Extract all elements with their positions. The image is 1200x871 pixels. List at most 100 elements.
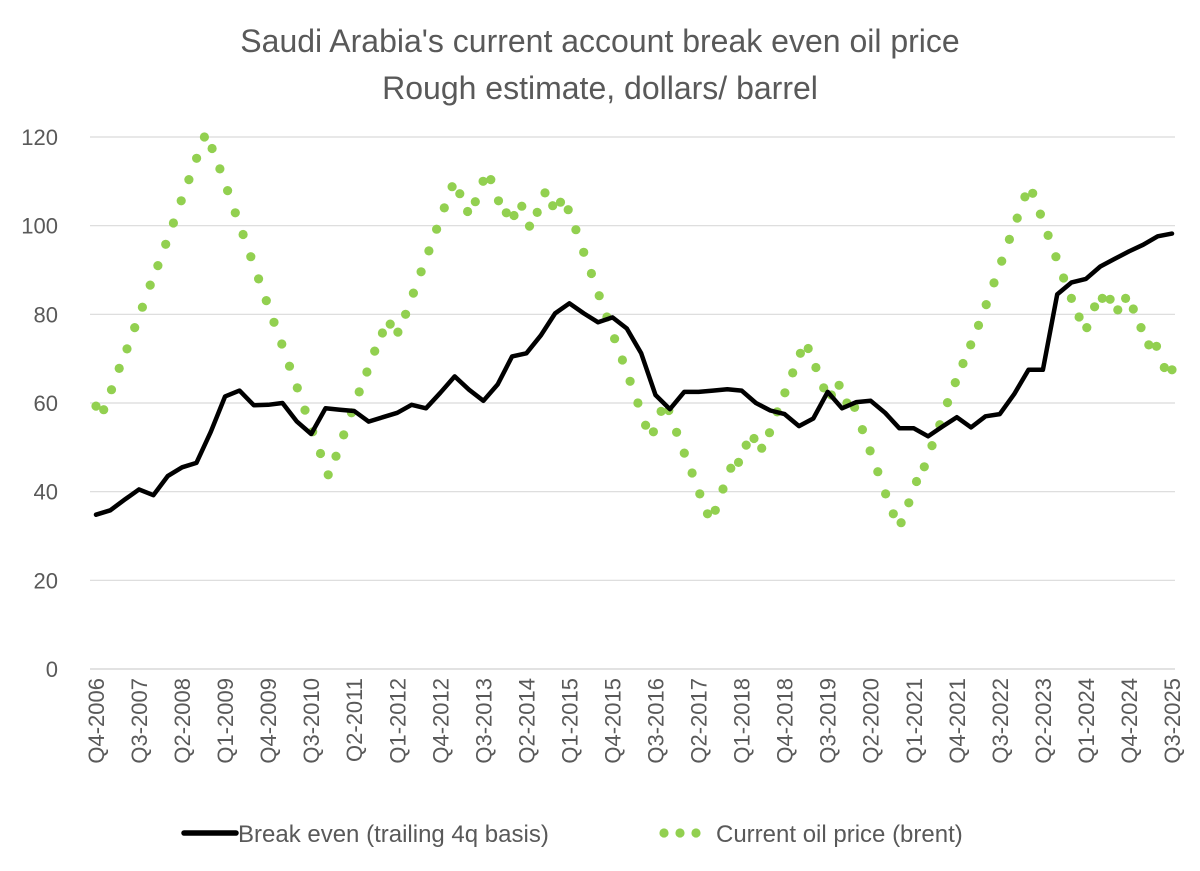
oil-price-point — [1159, 362, 1169, 373]
oil-price-point — [1128, 304, 1138, 314]
oil-price-point — [718, 484, 728, 494]
y-tick-label: 80 — [34, 302, 58, 327]
oil-price-point — [300, 405, 310, 415]
oil-price-point — [757, 443, 767, 453]
oil-price-point — [377, 328, 387, 338]
x-tick-label: Q2-2014 — [514, 678, 539, 764]
oil-price-point — [439, 203, 449, 213]
oil-price-point — [672, 427, 682, 437]
oil-price-point — [633, 398, 643, 408]
x-tick-label: Q3-2025 — [1160, 678, 1185, 764]
oil-price-point — [942, 398, 953, 408]
x-tick-label: Q2-2023 — [1031, 678, 1056, 764]
oil-price-point — [1012, 213, 1022, 223]
oil-price-point — [1097, 293, 1107, 303]
oil-price-point — [594, 291, 604, 301]
oil-price-point — [354, 387, 364, 397]
oil-price-point — [223, 186, 233, 196]
oil-price-point — [563, 205, 573, 215]
oil-price-point — [958, 358, 968, 369]
oil-price-point — [292, 383, 302, 393]
oil-price-point — [524, 221, 535, 231]
oil-price-point — [478, 176, 488, 186]
x-tick-label: Q4-2009 — [256, 678, 281, 764]
oil-price-point — [695, 489, 705, 499]
oil-price-point — [215, 164, 225, 174]
oil-price-point — [548, 201, 558, 211]
chart-title: Saudi Arabia's current account break eve… — [240, 23, 959, 59]
oil-price-point — [261, 296, 271, 306]
x-tick-label: Q4-2018 — [773, 678, 798, 764]
oil-price-point — [857, 425, 868, 435]
oil-price-point — [1074, 312, 1084, 322]
oil-price-point — [323, 470, 333, 480]
oil-price-point — [269, 317, 279, 327]
oil-price-point — [432, 224, 442, 234]
oil-price-point — [687, 468, 697, 478]
legend-dot — [675, 828, 685, 838]
oil-price-point — [1090, 302, 1100, 312]
oil-price-point — [702, 509, 713, 519]
oil-price-point — [1136, 323, 1146, 333]
x-tick-label: Q1-2015 — [557, 678, 582, 764]
oil-price-point — [145, 280, 155, 290]
oil-price-point — [865, 446, 875, 456]
oil-price-point — [741, 440, 751, 450]
oil-price-point — [788, 368, 798, 378]
x-tick-label: Q1-2024 — [1074, 678, 1099, 764]
y-axis-tick-labels: 0 20 40 60 80 100 120 — [21, 125, 58, 682]
oil-price-point — [114, 363, 124, 373]
oil-price-point — [408, 288, 418, 298]
oil-price-point — [246, 252, 256, 262]
x-tick-label: Q1-2018 — [730, 678, 755, 764]
oil-price-point — [463, 206, 473, 217]
oil-price-point — [819, 383, 829, 393]
oil-price-point — [904, 498, 914, 508]
y-tick-label: 120 — [21, 125, 58, 150]
oil-price-point — [881, 489, 891, 499]
oil-price-point — [1082, 323, 1092, 333]
series-break-even — [93, 231, 1175, 517]
oil-price-point — [230, 208, 240, 218]
oil-price-point — [610, 334, 620, 344]
oil-price-point — [393, 327, 403, 337]
oil-price-point — [91, 401, 101, 411]
oil-price-point — [989, 278, 999, 288]
oil-price-point — [780, 388, 790, 398]
oil-price-point — [896, 518, 906, 528]
oil-price-point — [486, 175, 496, 185]
oil-price-point — [416, 267, 426, 277]
oil-price-point — [555, 197, 566, 207]
x-tick-label: Q3-2019 — [816, 678, 841, 764]
oil-price-point — [803, 343, 813, 354]
oil-price-point — [470, 197, 480, 207]
oil-price-point — [981, 300, 991, 310]
oil-price-point — [130, 323, 140, 333]
x-tick-label: Q2-2008 — [170, 678, 195, 764]
chart-subtitle: Rough estimate, dollars/ barrel — [382, 70, 818, 106]
y-tick-label: 0 — [46, 657, 58, 682]
oil-price-point — [1059, 273, 1069, 283]
oil-price-point — [1167, 365, 1177, 375]
oil-price-point — [579, 247, 589, 257]
oil-price-point — [424, 246, 434, 256]
oil-price-point — [656, 406, 666, 416]
oil-price-point — [1151, 341, 1162, 351]
legend-break-even-label: Break even (trailing 4q basis) — [238, 821, 549, 848]
oil-price-point — [1051, 252, 1061, 262]
oil-price-point — [455, 189, 465, 199]
oil-price-point — [509, 210, 519, 221]
oil-price-point — [679, 448, 689, 458]
x-tick-label: Q3-2007 — [127, 678, 152, 764]
x-axis-tick-labels: Q4-2006 Q3-2007 Q2-2008 Q1-2009 Q4-2009 Q3-20… — [84, 678, 1185, 764]
oil-price-point — [277, 339, 287, 349]
oil-price-point — [764, 428, 775, 438]
oil-price-point — [315, 448, 326, 459]
legend-dot — [659, 828, 669, 838]
oil-price-point — [1004, 234, 1015, 244]
oil-price-point — [370, 346, 380, 356]
x-tick-label: Q4-2006 — [84, 678, 109, 764]
y-tick-label: 20 — [34, 568, 58, 593]
series-current-oil-price — [91, 132, 1177, 528]
oil-price-point — [834, 380, 844, 390]
